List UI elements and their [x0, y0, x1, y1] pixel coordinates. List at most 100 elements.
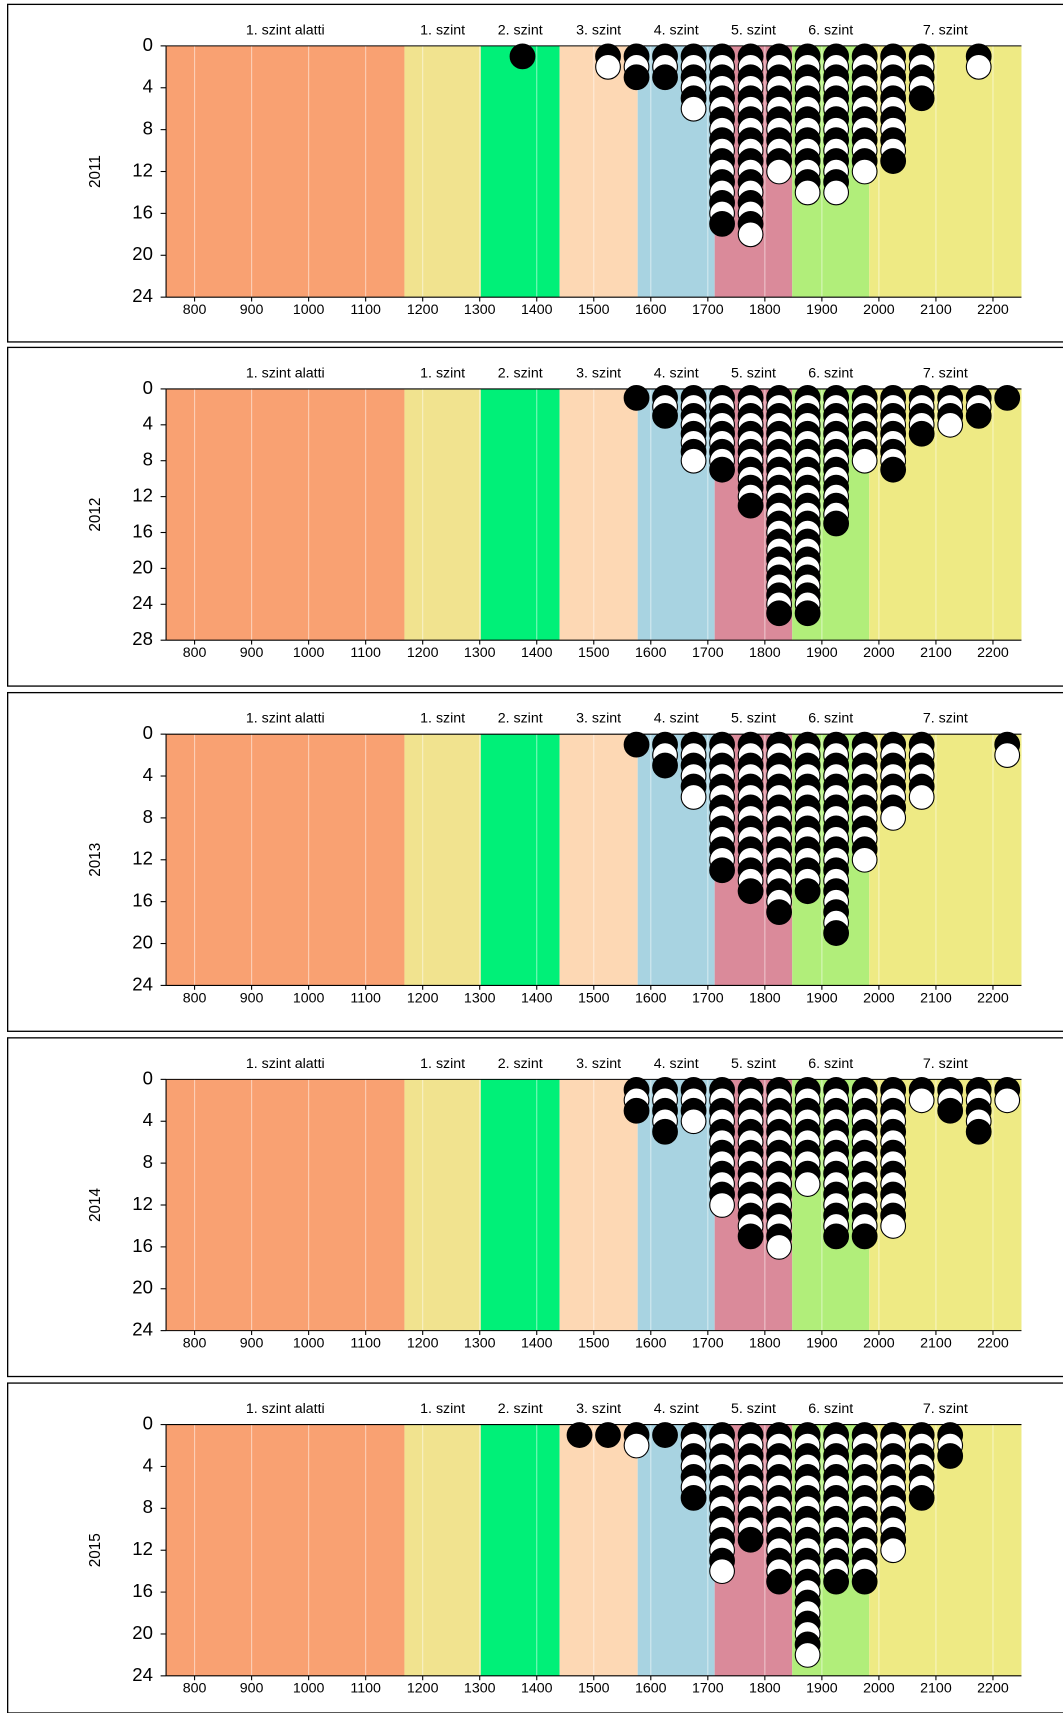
y-tick-label: 12: [132, 848, 153, 869]
y-tick-label: 8: [143, 449, 153, 470]
x-tick-label: 1100: [350, 1681, 381, 1697]
dot: [851, 1223, 878, 1250]
band-label: 7. szint: [923, 1056, 968, 1072]
dot: [823, 920, 850, 946]
panel-frame: [7, 346, 1063, 687]
dot: [937, 1097, 964, 1124]
x-tick-label: 1600: [635, 1335, 667, 1351]
x-tick-label: 1600: [635, 1681, 667, 1697]
band-label: 1. szint alatti: [246, 365, 325, 381]
x-tick-label: 1700: [692, 1335, 724, 1351]
level-band: [404, 734, 481, 986]
dot: [623, 1432, 650, 1459]
x-tick-label: 1000: [293, 1681, 325, 1697]
band-label: 2. szint: [498, 1401, 543, 1417]
band-label: 5. szint: [731, 22, 776, 38]
y-tick-label: 0: [143, 722, 153, 743]
level-band: [480, 1079, 560, 1331]
y-axis-label: 2012: [87, 498, 104, 532]
level-band: [480, 45, 560, 298]
y-tick-label: 0: [143, 377, 153, 398]
band-label: 5. szint: [731, 1401, 776, 1417]
dot: [965, 1118, 992, 1145]
level-band: [166, 1079, 405, 1331]
dot: [823, 179, 850, 206]
dot: [994, 742, 1021, 768]
band-label: 3. szint: [576, 365, 621, 381]
dot: [851, 158, 878, 185]
dot: [709, 456, 735, 483]
level-band: [480, 388, 560, 641]
band-label: 2. szint: [498, 1056, 543, 1072]
dot: [766, 1233, 793, 1260]
x-tick-label: 1800: [749, 302, 781, 318]
x-tick-label: 1900: [806, 990, 838, 1006]
dot: [680, 95, 707, 122]
x-tick-label: 1200: [407, 1335, 439, 1351]
level-band: [559, 388, 638, 641]
dot: [965, 53, 992, 80]
x-tick-label: 800: [183, 302, 207, 318]
band-label: 2. szint: [498, 711, 543, 727]
x-tick-label: 1800: [749, 1681, 781, 1697]
y-tick-label: 12: [132, 1538, 153, 1559]
y-tick-label: 24: [132, 1664, 153, 1685]
band-label: 2. szint: [498, 365, 543, 381]
y-tick-label: 8: [143, 118, 153, 139]
dot: [680, 447, 707, 474]
band-label: 7. szint: [923, 365, 968, 381]
band-label: 1. szint: [420, 365, 465, 381]
dot: [880, 148, 907, 174]
dot: [623, 64, 650, 91]
x-tick-label: 1400: [521, 1335, 553, 1351]
band-label: 6. szint: [808, 1056, 853, 1072]
x-tick-label: 900: [240, 1335, 264, 1351]
y-tick-label: 12: [132, 1193, 153, 1214]
level-band: [480, 1424, 560, 1676]
dot: [880, 456, 907, 483]
y-tick-label: 0: [143, 34, 153, 55]
y-tick-label: 24: [132, 1319, 153, 1340]
y-axis-label: 2013: [87, 843, 104, 877]
dot: [737, 1526, 764, 1553]
x-tick-label: 2100: [920, 1681, 952, 1697]
dot: [709, 210, 735, 237]
dot: [937, 411, 964, 438]
dot: [737, 221, 764, 248]
dot: [994, 385, 1021, 411]
x-tick-label: 1100: [350, 1335, 381, 1351]
y-tick-label: 12: [132, 485, 153, 506]
y-tick-label: 4: [143, 76, 153, 97]
y-tick-label: 16: [132, 1580, 153, 1601]
x-tick-label: 1800: [749, 990, 781, 1006]
band-label: 1. szint: [420, 1056, 465, 1072]
y-tick-label: 24: [132, 592, 153, 613]
level-band: [166, 45, 405, 298]
x-tick-label: 1400: [521, 302, 553, 318]
x-tick-label: 1600: [635, 645, 667, 661]
dot: [652, 402, 678, 429]
x-tick-label: 1000: [293, 1335, 325, 1351]
y-tick-label: 8: [143, 1151, 153, 1172]
x-tick-label: 2200: [977, 645, 1009, 661]
band-label: 3. szint: [576, 22, 621, 38]
dot: [737, 492, 764, 519]
band-label: 6. szint: [808, 22, 853, 38]
band-label: 4. szint: [654, 1401, 699, 1417]
band-label: 1. szint alatti: [246, 1056, 325, 1072]
x-tick-label: 1100: [350, 302, 381, 318]
x-tick-label: 1500: [578, 302, 610, 318]
x-tick-label: 1600: [635, 990, 667, 1006]
dot: [794, 600, 821, 627]
dot: [680, 1484, 707, 1511]
band-label: 1. szint: [420, 711, 465, 727]
x-tick-label: 2100: [920, 645, 952, 661]
dot: [794, 1642, 821, 1668]
x-tick-label: 2200: [977, 1681, 1009, 1697]
band-label: 7. szint: [923, 711, 968, 727]
x-tick-label: 1100: [350, 645, 381, 661]
y-tick-label: 4: [143, 413, 153, 434]
band-label: 3. szint: [576, 711, 621, 727]
x-tick-label: 1000: [293, 990, 325, 1006]
